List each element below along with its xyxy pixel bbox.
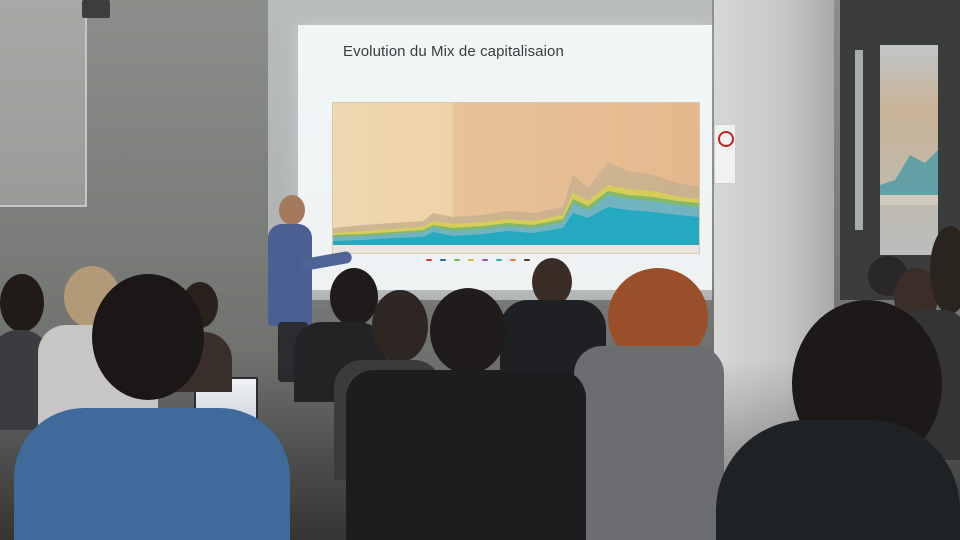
legend-swatch-5 [482,259,488,261]
audience-head-4 [330,268,378,326]
slide-title: Evolution du Mix de capitalisaion [343,43,564,60]
legend-swatch-3 [454,259,460,261]
prohibition-icon [718,131,734,147]
audience-head-6 [532,258,572,306]
speaker-head [279,195,305,225]
legend-swatch-1 [426,259,432,261]
legend-swatch-8 [524,259,530,261]
no-entry-sign [714,124,736,184]
window-reflection [880,45,938,255]
audience-head-8 [430,288,506,374]
audience-body-9 [14,408,290,540]
speaker-shirt [268,224,312,326]
audience-body-8 [346,370,586,540]
legend-swatch-6 [496,259,502,261]
area-base [333,245,699,253]
chart-legend [426,259,530,261]
audience-head-1 [0,274,44,332]
legend-swatch-2 [440,259,446,261]
area-chart [332,102,700,254]
audience-head-5 [372,290,428,362]
area-chart-svg [333,103,699,253]
area-series-5 [333,207,699,253]
reflected-chart [880,150,938,205]
whiteboard [0,0,87,207]
audience-body-7 [574,346,724,540]
window-reflection-left [855,50,863,230]
audience-head-12 [930,226,960,314]
legend-swatch-7 [510,259,516,261]
audience-body-13 [716,420,960,540]
legend-swatch-4 [468,259,474,261]
audience-head-9 [92,274,204,400]
wall-speaker [82,0,110,18]
projected-slide: Evolution du Mix de capitalisaion [298,25,712,290]
